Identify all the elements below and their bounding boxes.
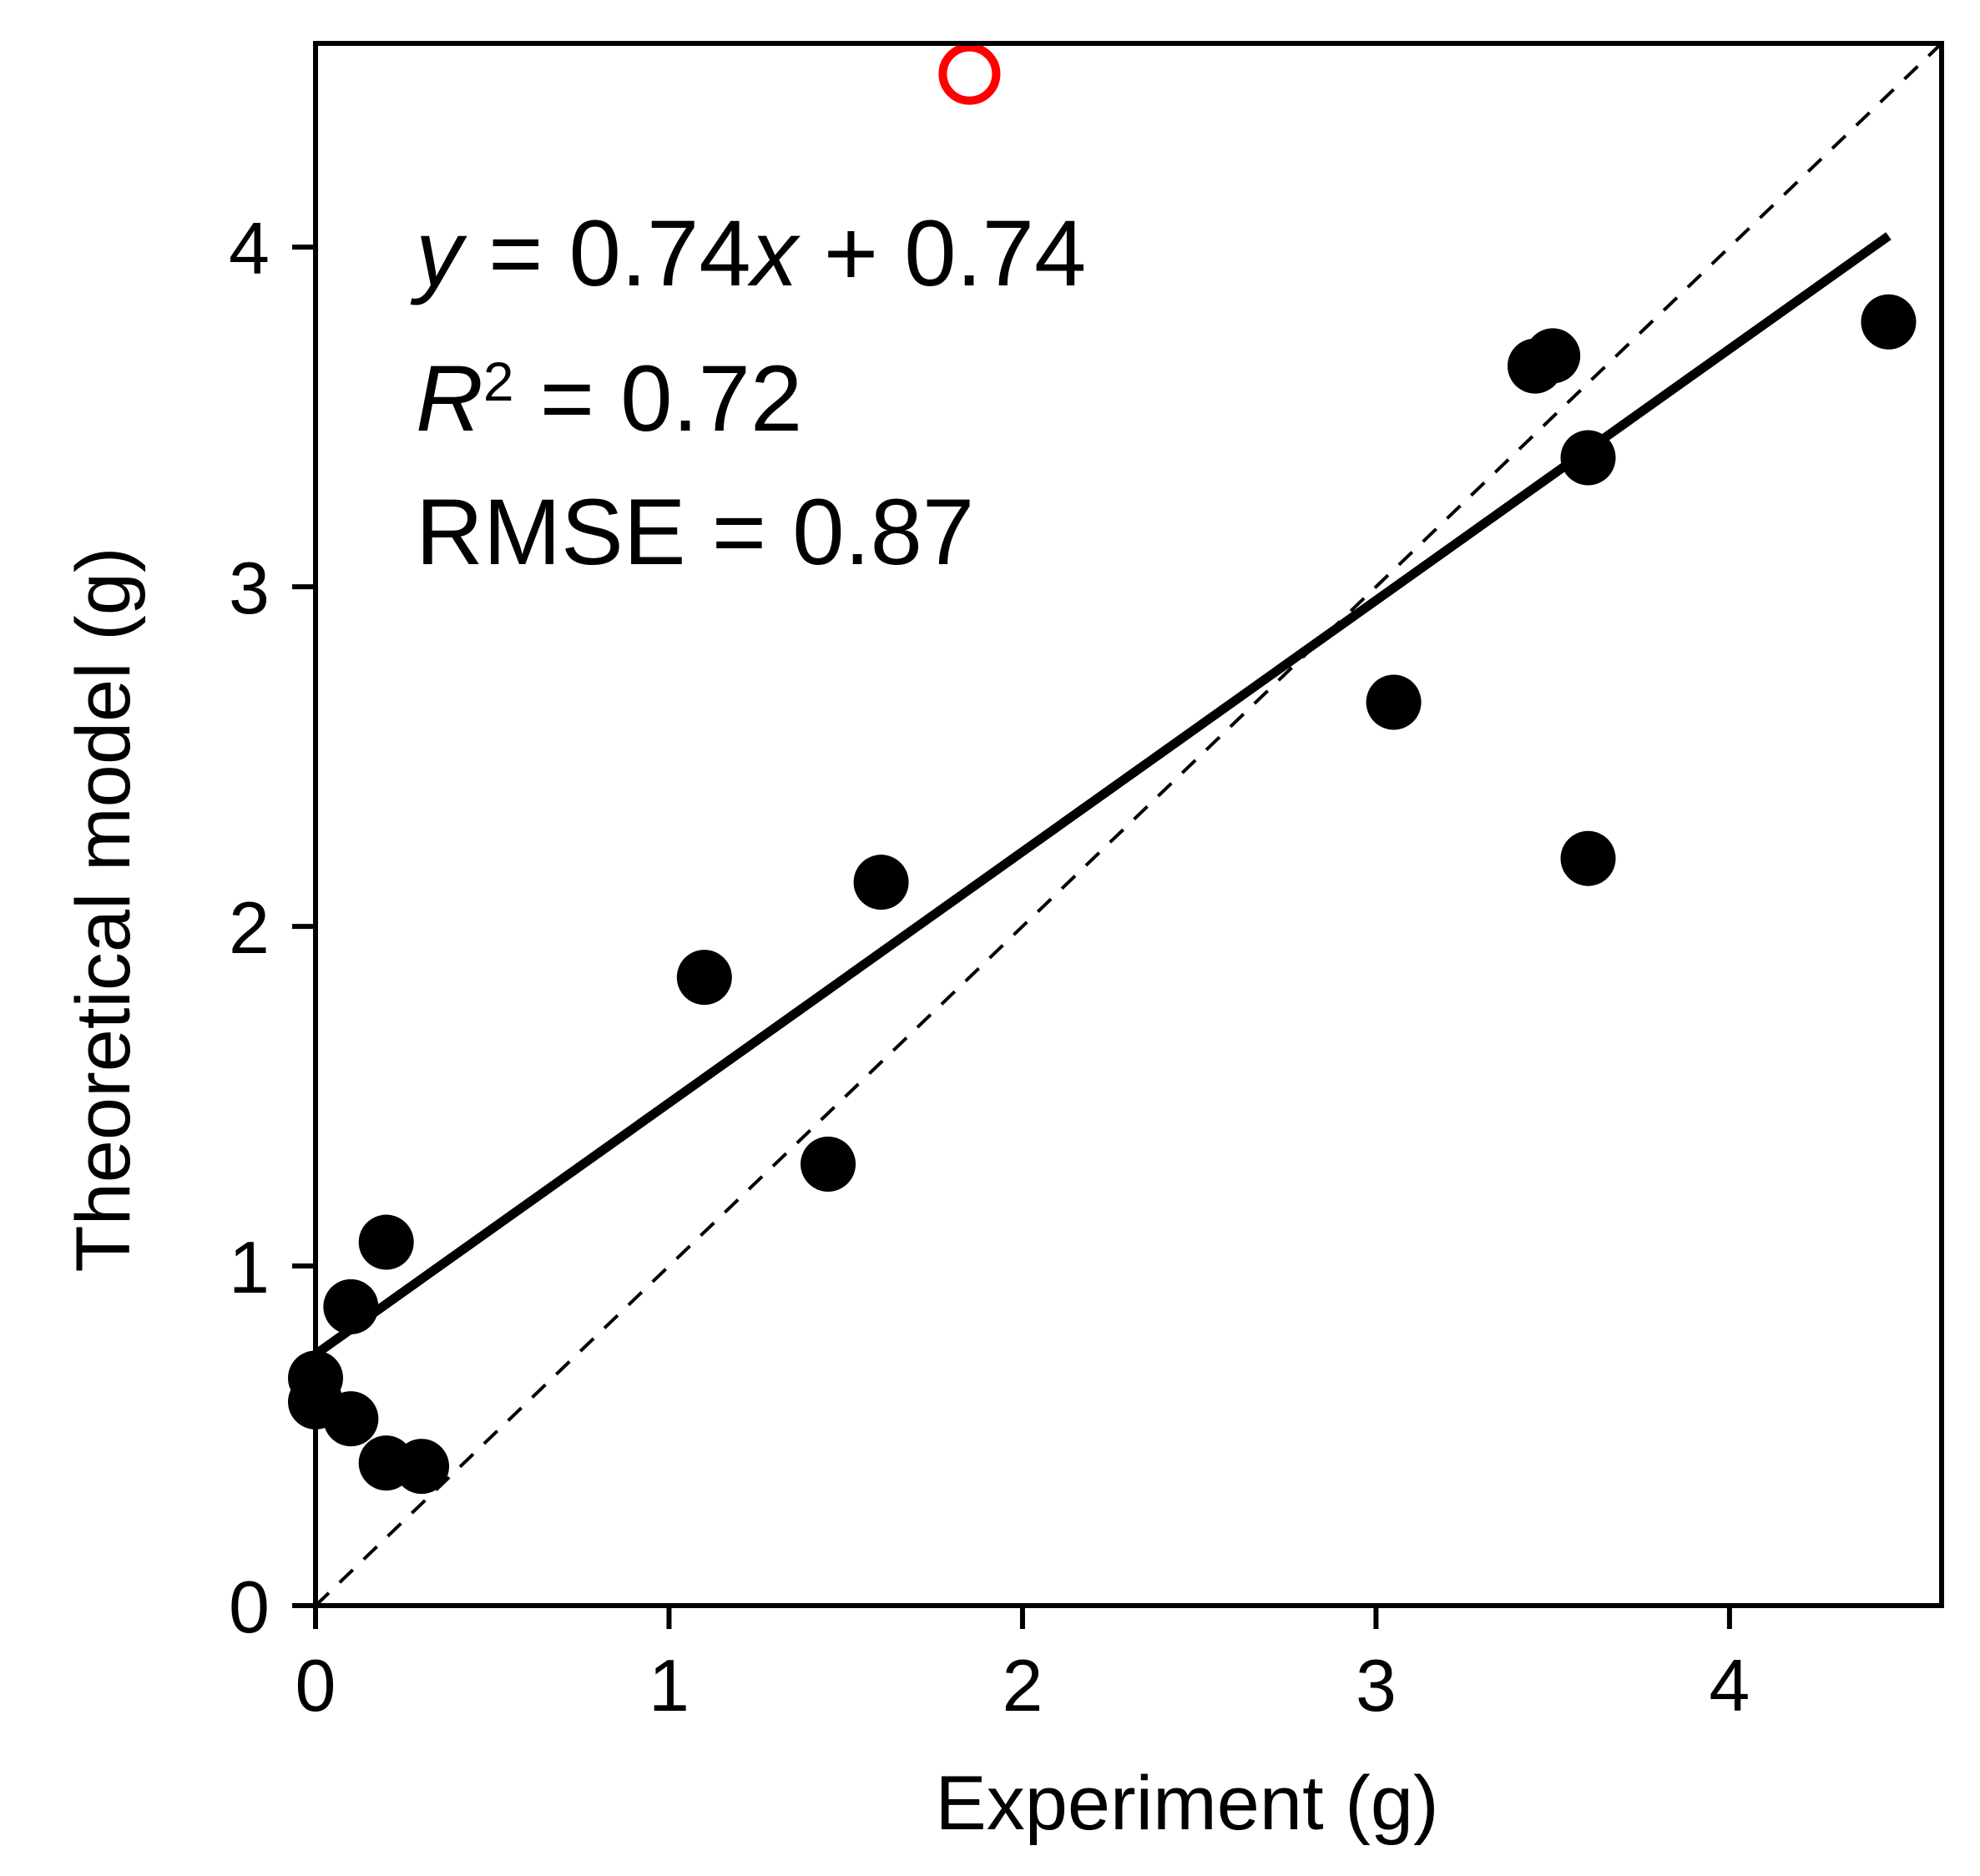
data-point-9 xyxy=(853,855,909,910)
plot-frame xyxy=(313,41,1944,1608)
x-tick-label: 4 xyxy=(1709,1644,1750,1727)
data-point-8 xyxy=(801,1136,856,1192)
y-axis-label: Theoretical model (g) xyxy=(61,547,146,1272)
rmse-annotation: RMSE = 0.87 xyxy=(416,480,974,584)
data-point-2 xyxy=(323,1278,379,1334)
x-tick-label: 0 xyxy=(295,1644,336,1727)
reference-line-1-to-1 xyxy=(314,42,1943,1607)
y-tick-label: 0 xyxy=(229,1566,270,1648)
data-point-3 xyxy=(323,1391,379,1447)
data-point-13 xyxy=(1560,430,1616,486)
y-tick-label: 3 xyxy=(229,547,270,629)
equation-annotation: y = 0.74x + 0.74 xyxy=(410,201,1086,305)
x-axis-label: Experiment (g) xyxy=(935,1761,1438,1846)
data-point-12 xyxy=(1525,328,1581,384)
data-point-15 xyxy=(1861,294,1917,350)
data-point-10 xyxy=(1366,674,1422,730)
y-tick-label: 2 xyxy=(229,886,270,969)
x-tick-label: 1 xyxy=(649,1644,689,1727)
data-point-14 xyxy=(1560,830,1616,886)
regression-fit-line xyxy=(312,232,1892,1359)
r-squared-annotation: R2 = 0.72 xyxy=(416,346,802,451)
data-point-6 xyxy=(394,1439,450,1495)
y-tick-label: 1 xyxy=(229,1226,270,1309)
outlier-point-0 xyxy=(938,43,1001,105)
x-tick-label: 3 xyxy=(1356,1644,1397,1727)
data-point-4 xyxy=(358,1214,414,1270)
x-tick-label: 2 xyxy=(1002,1644,1043,1727)
data-point-7 xyxy=(676,950,732,1006)
y-tick-label: 4 xyxy=(229,207,270,290)
